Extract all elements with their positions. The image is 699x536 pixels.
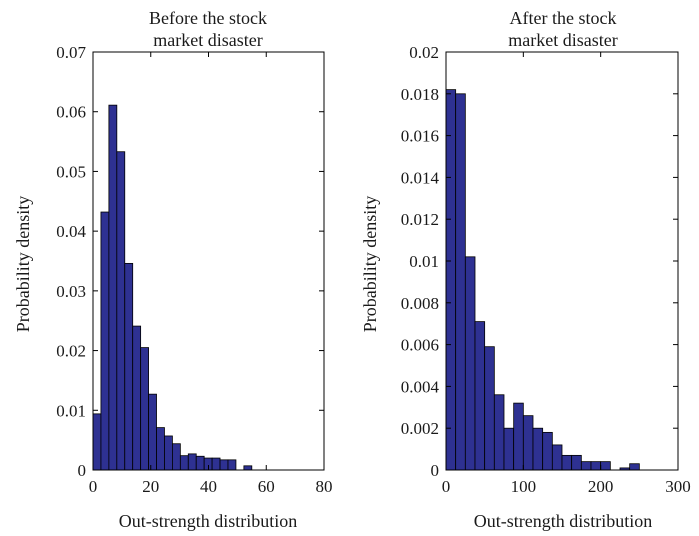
y-tick-label: 0: [78, 461, 87, 480]
y-tick-label: 0.04: [56, 222, 86, 241]
y-tick-label: 0.03: [56, 282, 86, 301]
y-tick-label: 0.004: [401, 377, 440, 396]
histogram-bar: [100, 211, 110, 471]
x-tick-label: 20: [142, 477, 159, 496]
y-axis: 0 0.01 0.02 0.03 0.04 0.05 0.06 0.07: [56, 43, 324, 480]
histogram-bar: [92, 413, 102, 471]
histogram-bar: [140, 347, 149, 471]
y-tick-label: 0.02: [409, 43, 439, 62]
x-tick-label: 80: [316, 477, 333, 496]
x-tick-label: 0: [442, 477, 451, 496]
y-tick-label: 0: [431, 461, 440, 480]
histogram-bar: [172, 443, 181, 471]
chart-title-line-1: After the stock: [510, 8, 617, 28]
y-tick-label: 0.008: [401, 294, 439, 313]
histogram-bar: [227, 459, 237, 471]
histogram-bar: [445, 89, 457, 471]
histogram-bar: [124, 262, 134, 471]
histogram-bar: [195, 455, 205, 471]
y-tick-label: 0.002: [401, 419, 439, 438]
chart-title-line-2: market disaster: [508, 30, 617, 50]
histogram-bar: [571, 454, 582, 471]
y-tick-label: 0.006: [401, 336, 439, 355]
histogram-bar: [503, 427, 515, 471]
y-tick-label: 0.05: [56, 162, 86, 181]
histogram-bar: [243, 465, 253, 471]
histogram-after: After the stock market disaster 0 100 200 3…: [360, 8, 691, 531]
histogram-bar: [219, 459, 229, 471]
histogram-bar: [211, 457, 221, 471]
histogram-bar: [522, 415, 534, 471]
x-axis: 0 20 40 60 80: [89, 52, 333, 496]
x-axis: 0 100 200 300: [442, 52, 691, 496]
y-tick-label: 0.01: [56, 401, 86, 420]
y-tick-label: 0.018: [401, 85, 439, 104]
histogram-bar: [187, 453, 197, 471]
y-tick-label: 0.012: [401, 210, 439, 229]
y-axis-title: Probability density: [360, 196, 380, 333]
histogram-bar: [600, 461, 611, 471]
x-tick-label: 0: [89, 477, 98, 496]
bars: [445, 89, 640, 471]
y-axis-title: Probability density: [13, 196, 33, 333]
x-axis-title: Out-strength distribution: [119, 511, 298, 531]
histogram-bar: [629, 463, 640, 471]
y-axis: 0 0.002 0.004 0.006 0.008 0.01 0.012 0.014 0.016…: [401, 43, 678, 480]
histogram-bar: [455, 93, 466, 471]
y-tick-label: 0.06: [56, 103, 86, 122]
x-axis-title: Out-strength distribution: [474, 511, 653, 531]
y-tick-label: 0.02: [56, 342, 86, 361]
y-tick-label: 0.016: [401, 127, 439, 146]
chart-title-line-2: market disaster: [153, 30, 262, 50]
histogram-bar: [484, 346, 495, 471]
histogram-bar: [164, 435, 173, 471]
histogram-bar: [580, 461, 592, 471]
histogram-before: Before the stock market disaster 0 20 40 60…: [13, 8, 333, 531]
histogram-bar: [561, 454, 573, 471]
x-tick-label: 300: [665, 477, 691, 496]
y-tick-label: 0.07: [56, 43, 86, 62]
histogram-bar: [493, 394, 505, 471]
histogram-bar: [156, 427, 165, 471]
histogram-bar: [116, 151, 126, 471]
histogram-bar: [132, 325, 142, 471]
chart-title-line-1: Before the stock: [149, 8, 267, 28]
x-tick-label: 200: [588, 477, 614, 496]
histogram-bar: [179, 455, 189, 471]
x-tick-label: 100: [511, 477, 537, 496]
histogram-bar: [532, 427, 544, 471]
histogram-bar: [474, 321, 486, 471]
x-tick-label: 60: [258, 477, 275, 496]
histogram-bar: [513, 402, 524, 471]
y-tick-label: 0.01: [409, 252, 439, 271]
histogram-bar: [542, 431, 553, 471]
bars: [92, 104, 253, 471]
histogram-bar: [590, 461, 602, 471]
histogram-bar: [108, 104, 118, 471]
histogram-bar: [148, 393, 157, 471]
y-tick-label: 0.014: [401, 168, 440, 187]
histogram-bar: [551, 444, 563, 471]
x-tick-label: 40: [200, 477, 217, 496]
histogram-bar: [464, 256, 476, 471]
